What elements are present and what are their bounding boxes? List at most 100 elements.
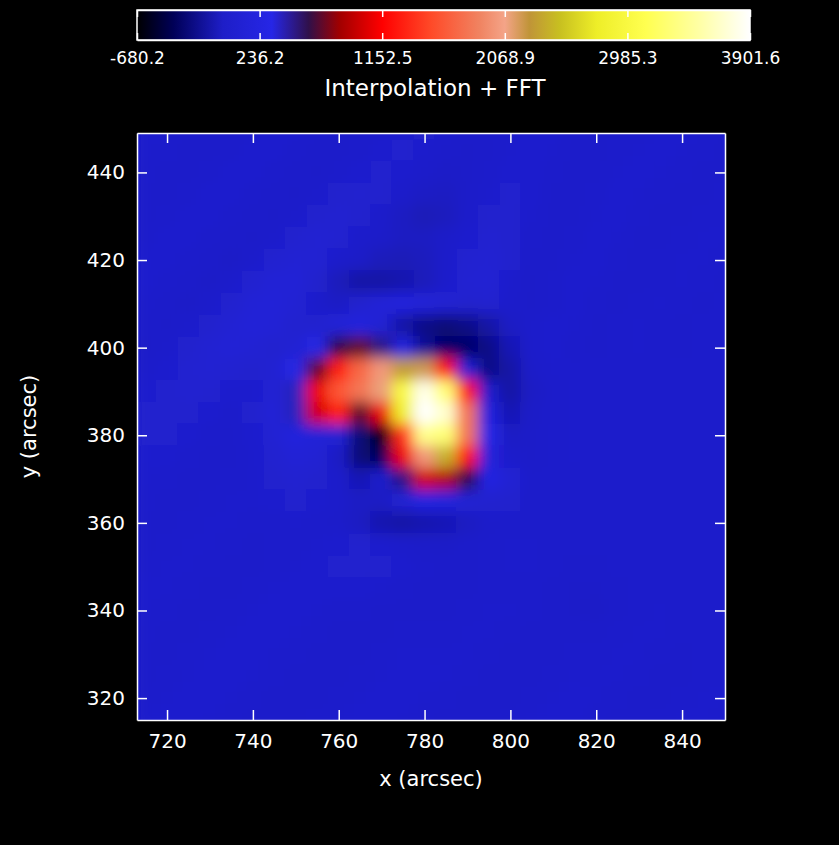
cell — [370, 709, 392, 720]
cell — [628, 709, 650, 720]
cell — [542, 358, 564, 381]
cell — [649, 205, 671, 228]
cell — [413, 643, 435, 666]
cell — [306, 643, 328, 666]
cell — [327, 621, 349, 644]
cell — [692, 227, 714, 250]
tick-mark — [510, 133, 512, 143]
cell — [585, 533, 607, 556]
cell — [671, 709, 693, 720]
tick: 440 — [87, 160, 147, 184]
cell — [370, 139, 392, 162]
cell — [285, 270, 307, 293]
cell — [349, 468, 371, 491]
tick-label: 780 — [406, 729, 444, 753]
cell — [306, 292, 328, 315]
cell — [137, 402, 157, 425]
cell — [156, 358, 178, 381]
cell — [220, 643, 242, 666]
cell — [521, 358, 543, 381]
cell — [285, 511, 307, 534]
cell — [606, 687, 628, 710]
cell — [692, 621, 714, 644]
cell — [585, 205, 607, 228]
cell — [349, 621, 371, 644]
cell — [263, 555, 285, 578]
cell — [692, 402, 714, 425]
cell — [435, 336, 457, 359]
cell — [392, 183, 414, 206]
cell — [263, 249, 285, 272]
cell — [671, 468, 693, 491]
cell — [521, 205, 543, 228]
cell — [306, 446, 328, 469]
tick-label: 380 — [87, 423, 125, 447]
cell — [649, 643, 671, 666]
cell — [137, 687, 157, 710]
cell — [156, 270, 178, 293]
cell — [435, 292, 457, 315]
axis-line — [138, 720, 726, 722]
tick-mark — [137, 698, 147, 700]
cell — [714, 555, 725, 578]
cell — [177, 643, 199, 666]
cell — [499, 380, 521, 403]
cell — [413, 270, 435, 293]
cell — [564, 446, 586, 469]
cell — [649, 621, 671, 644]
cell — [156, 205, 178, 228]
tick — [137, 10, 138, 17]
cell — [606, 621, 628, 644]
cell — [521, 380, 543, 403]
cell — [392, 358, 414, 381]
cell — [370, 687, 392, 710]
cell — [413, 336, 435, 359]
cell — [327, 599, 349, 622]
cell — [521, 270, 543, 293]
cell — [606, 555, 628, 578]
cell — [156, 227, 178, 250]
cell — [177, 314, 199, 337]
cell — [263, 358, 285, 381]
cell — [456, 161, 478, 184]
cell — [285, 446, 307, 469]
cell — [521, 402, 543, 425]
cell — [263, 336, 285, 359]
tick-mark — [510, 710, 512, 720]
cell — [628, 249, 650, 272]
tick: 2985.3 — [598, 33, 657, 68]
cell — [199, 292, 221, 315]
tick-label: 740 — [234, 729, 272, 753]
cell — [499, 205, 521, 228]
tick: 760 — [320, 710, 358, 753]
tick-mark — [167, 133, 169, 143]
cell — [349, 577, 371, 600]
cell — [692, 687, 714, 710]
cell — [456, 402, 478, 425]
cell — [220, 183, 242, 206]
cell — [714, 270, 725, 293]
cell — [606, 161, 628, 184]
axis-line — [138, 10, 751, 12]
cell — [499, 490, 521, 513]
cell — [285, 205, 307, 228]
cell — [649, 402, 671, 425]
cell — [156, 402, 178, 425]
tick-label: 840 — [663, 729, 701, 753]
cell — [370, 577, 392, 600]
cell — [692, 511, 714, 534]
cell — [521, 161, 543, 184]
cell — [349, 665, 371, 688]
cell — [456, 249, 478, 272]
cell — [649, 249, 671, 272]
cell — [671, 446, 693, 469]
tick-mark — [596, 710, 598, 720]
cell — [199, 643, 221, 666]
cell — [263, 533, 285, 556]
cell — [263, 599, 285, 622]
tick-mark — [682, 133, 684, 143]
cell — [521, 490, 543, 513]
cell — [263, 621, 285, 644]
cell — [199, 468, 221, 491]
cell — [199, 533, 221, 556]
